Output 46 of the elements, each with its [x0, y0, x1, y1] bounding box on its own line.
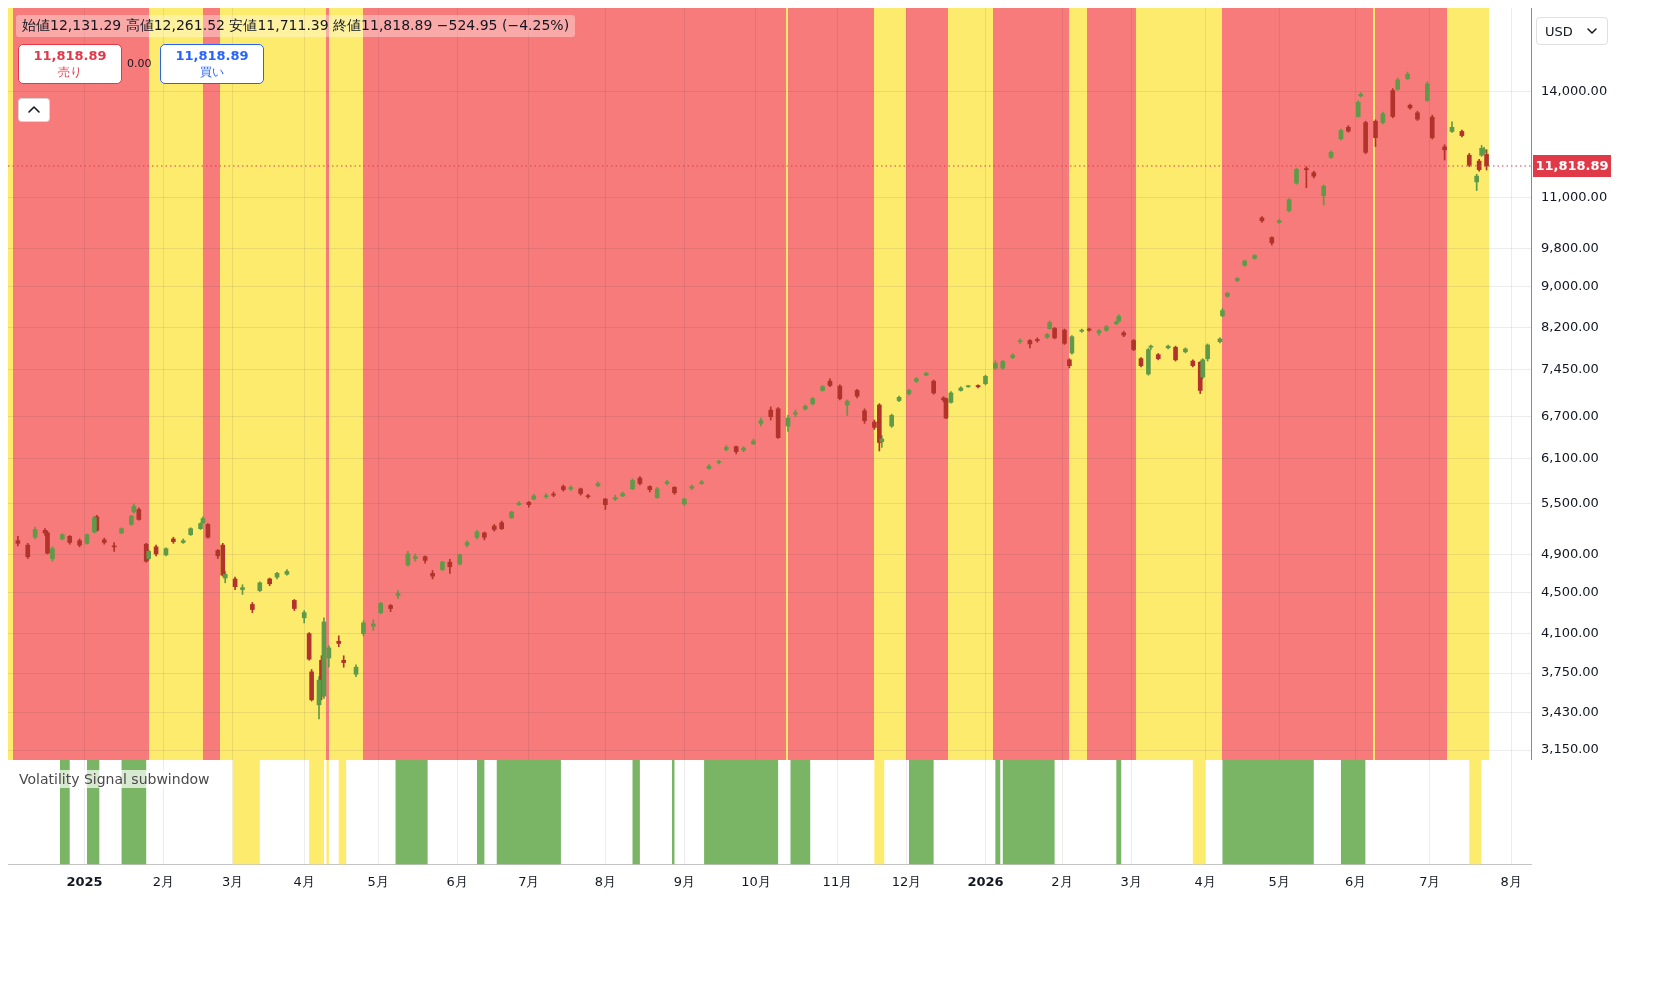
x-tick-label: 3月	[1120, 873, 1142, 889]
x-tick-label: 11月	[822, 873, 853, 889]
buy-button: 11,818.89 買い	[160, 44, 264, 84]
x-tick-label: 8月	[1500, 873, 1522, 889]
y-tick-label: 14,000.00	[1541, 82, 1608, 98]
y-tick-label: 9,800.00	[1541, 240, 1599, 256]
x-tick-label: 4月	[1194, 873, 1216, 889]
text: Volatility Signal subwindow	[16, 770, 213, 788]
x-tick-label: 10月	[741, 873, 771, 889]
y-tick-label: 4,100.00	[1541, 625, 1599, 641]
annotation: 0.00	[127, 57, 152, 70]
currency-select: USD	[1536, 17, 1608, 45]
x-tick-label: 4月	[293, 873, 315, 889]
sell-button: 11,818.89 売り	[18, 44, 122, 84]
y-tick-label: 4,900.00	[1541, 546, 1599, 562]
y-tick-label: 6,100.00	[1541, 449, 1599, 465]
annotation: 売り	[57, 64, 83, 81]
x-tick-label: 2025	[66, 873, 103, 889]
x-tick-label: 6月	[1345, 873, 1367, 889]
ref-line-label: 11,818.89	[1535, 158, 1609, 174]
x-tick-label: 2026	[967, 873, 1004, 889]
y-tick-label: 3,750.00	[1541, 664, 1599, 680]
x-tick-label: 2月	[152, 873, 175, 889]
x-tick-label: 7月	[1419, 873, 1441, 889]
y-tick-label: 5,500.00	[1541, 495, 1599, 511]
x-tick-label: 12月	[891, 873, 922, 889]
x-tick-label: 2月	[1051, 873, 1073, 889]
x-tick-label: 3月	[221, 873, 244, 889]
y-tick-label: 11,000.00	[1541, 189, 1608, 205]
y-tick-label: 3,430.00	[1541, 703, 1599, 719]
x-tick-label: 6月	[446, 873, 468, 889]
annotation: 買い	[199, 64, 225, 81]
y-tick-label: 3,150.00	[1541, 741, 1599, 757]
x-tick-label: 5月	[1268, 873, 1290, 889]
annotation: 11,818.89	[32, 47, 108, 64]
y-tick-label: 4,500.00	[1541, 583, 1599, 599]
y-tick-label: 7,450.00	[1541, 361, 1599, 377]
y-tick-label: 9,000.00	[1541, 277, 1599, 293]
x-tick-label: 5月	[367, 873, 389, 889]
y-tick-label: 6,700.00	[1541, 408, 1599, 424]
x-tick-label: 9月	[673, 873, 695, 889]
x-tick-label: 7月	[518, 873, 540, 889]
x-tick-label: 8月	[594, 873, 616, 889]
annotation: 11,818.89	[174, 47, 250, 64]
y-tick-label: 8,200.00	[1541, 318, 1599, 334]
annotation: 始値12,131.29 高値12,261.52 安値11,711.39 終値11,818.89 −524.95 (−4.25%)	[16, 15, 576, 37]
